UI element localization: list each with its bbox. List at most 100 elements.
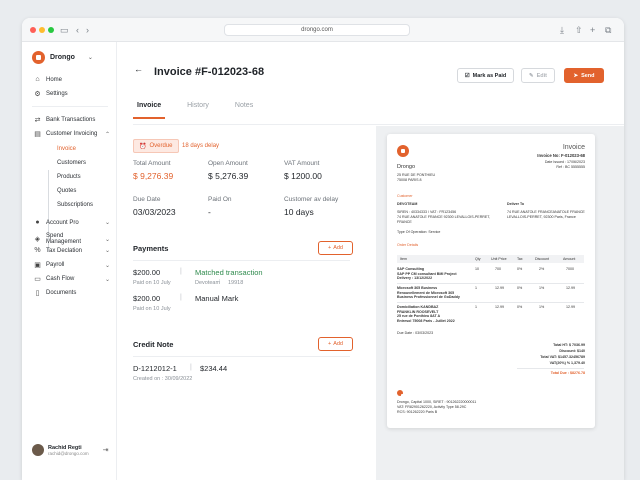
new-tab-icon[interactable]: +: [590, 25, 596, 35]
row-divider: [397, 283, 584, 284]
column-qty: Qty: [475, 257, 481, 261]
tab-invoice[interactable]: Invoice: [133, 102, 166, 119]
edit-button[interactable]: ✎ Edit: [521, 68, 555, 83]
sidebar-toggle-icon[interactable]: ▭: [60, 25, 69, 35]
invoice-company-address-2: 75008 PARIS 8: [397, 178, 422, 182]
avatar: [32, 444, 44, 456]
sidebar-item-account-pro[interactable]: ● Account Pro ⌄: [34, 219, 110, 226]
invoice-company-address-1: 25 RUE DE PONTHIEU: [397, 173, 436, 177]
sidebar-item-label: Spend Management: [45, 233, 82, 245]
sidebar-item-spend-management[interactable]: ◈ Spend Management ⌄: [34, 233, 110, 245]
back-arrow-icon[interactable]: ←: [134, 64, 143, 74]
workspace-switcher[interactable]: Drongo ⌄: [32, 51, 93, 64]
maximize-window-dot[interactable]: [48, 27, 54, 33]
order-details-label: Order Details: [397, 243, 419, 247]
pipe-separator: |: [180, 268, 182, 275]
column-tax: Tax: [517, 257, 523, 261]
sidebar-item-home[interactable]: ⌂ Home: [34, 76, 110, 83]
cash-flow-icon: ▭: [34, 276, 41, 283]
footer-line-3: RCS: 901262220 Paris B: [397, 410, 438, 414]
due-date-label: Due Date: [133, 196, 161, 203]
tabs-overview-icon[interactable]: ⧉: [605, 25, 612, 35]
app-window: ▭ ‹ › drongo.com ⤓ ⇧ + ⧉ Drongo ⌄ ⌂ Home …: [22, 18, 624, 480]
totals-divider: [517, 368, 584, 369]
credit-note-amount: $234.44: [200, 364, 228, 373]
payment-reference: 19918: [228, 280, 244, 286]
transfer-icon: ⇄: [34, 117, 41, 124]
close-window-dot[interactable]: [30, 27, 36, 33]
item-unit-price: 12.99: [495, 286, 504, 290]
deliver-address: 74 RUE ANATOLE FRANCEANATOLE FRANCE LEVA…: [507, 210, 585, 219]
sidebar-item-documents[interactable]: ▯ Documents: [34, 289, 110, 297]
total-discount: Discount: $140: [559, 349, 585, 353]
add-payment-button[interactable]: + Add: [318, 241, 353, 255]
button-label: Add: [333, 245, 343, 251]
brand-name: Drongo: [50, 54, 75, 61]
item-qty: 1: [475, 286, 477, 290]
tab-history[interactable]: History: [187, 102, 209, 109]
minimize-window-dot[interactable]: [39, 27, 45, 33]
item-qty: 10: [475, 267, 479, 271]
pipe-separator: |: [219, 279, 221, 285]
customer-ids: SIREN : 40334333 / VAT : FR123456: [397, 210, 457, 214]
sidebar-subitem-subscriptions[interactable]: Subscriptions: [57, 202, 94, 208]
sidebar-item-label: Tax Declation: [46, 247, 83, 254]
sidebar-subitem-products[interactable]: Products: [57, 174, 81, 180]
paid-on-value: -: [208, 207, 211, 217]
chevron-down-icon: ⌄: [104, 220, 110, 226]
user-profile[interactable]: Rachid Regti rachid@drongo.com ⇥: [32, 444, 108, 456]
sidebar-item-label: Customer Invoicing: [46, 131, 98, 137]
item-amount: 12.99: [566, 286, 575, 290]
send-button[interactable]: ➤ Send: [564, 68, 604, 83]
chevron-down-icon: ⌄: [104, 276, 110, 283]
download-icon[interactable]: ⤓: [560, 25, 564, 35]
home-icon: ⌂: [35, 76, 40, 83]
user-icon: ●: [35, 219, 40, 226]
sidebar-item-tax-declaration[interactable]: % Tax Declation ⌄: [34, 247, 110, 254]
credit-note-id[interactable]: D-1212012-1: [133, 364, 177, 373]
send-icon: ➤: [573, 72, 579, 79]
share-icon[interactable]: ⇧: [575, 25, 583, 35]
payment-counterparty: Devoteam: [195, 280, 221, 286]
payments-title: Payments: [133, 244, 169, 253]
sidebar-item-settings[interactable]: ⚙ Settings: [34, 90, 110, 98]
item-amount: 7000: [566, 267, 574, 271]
address-bar[interactable]: drongo.com: [224, 24, 410, 36]
sidebar-item-payroll[interactable]: ▣ Payroll ⌄: [34, 261, 110, 269]
add-credit-note-button[interactable]: + Add: [318, 337, 353, 351]
item-discount: 1%: [539, 286, 545, 290]
sidebar-subitem-invoice[interactable]: Invoice: [57, 146, 77, 152]
total-amount-value: $ 9,276.39: [133, 171, 174, 181]
column-item: Item: [400, 257, 407, 261]
mark-as-paid-button[interactable]: ☑ Mark as Paid: [457, 68, 514, 83]
tab-notes[interactable]: Notes: [234, 102, 254, 109]
column-discount: Discount: [535, 257, 549, 261]
row-divider: [397, 302, 584, 303]
button-label: Add: [333, 341, 343, 347]
sidebar-item-cash-flow[interactable]: ▭ Cash Flow ⌄: [34, 275, 110, 283]
sidebar-item-label: Payroll: [46, 262, 65, 268]
page-title: Invoice #F-012023-68: [154, 66, 265, 78]
payment-description[interactable]: Matched transaction: [195, 268, 263, 277]
user-name: Rachid Regti: [48, 444, 82, 451]
logout-icon[interactable]: ⇥: [102, 447, 109, 454]
item-discount: 1%: [539, 305, 545, 309]
wallet-icon: ◈: [34, 236, 41, 243]
item-tax: 0%: [517, 305, 523, 309]
sidebar-item-bank-transactions[interactable]: ⇄ Bank Transactions: [34, 116, 110, 124]
sidebar-subitem-quotes[interactable]: Quotes: [57, 188, 77, 194]
tab-bar: Invoice History Notes: [133, 102, 257, 119]
total-amount-label: Total Amount: [133, 160, 171, 167]
plus-icon: +: [327, 245, 332, 251]
payment-date: Paid on 10 July: [133, 306, 171, 312]
user-info: Rachid Regti rachid@drongo.com: [48, 445, 89, 456]
main-content: ← Invoice #F-012023-68 ☑ Mark as Paid ✎ Ed…: [118, 42, 624, 480]
sidebar-item-label: Bank Transactions: [46, 117, 96, 123]
vat-amount-label: VAT Amount: [284, 160, 320, 167]
back-nav-icon[interactable]: ‹: [76, 25, 79, 35]
sidebar-item-customer-invoicing[interactable]: ▤ Customer Invoicing ⌃: [34, 130, 110, 138]
sidebar-subitem-customers[interactable]: Customers: [57, 160, 87, 166]
items-table-header: [397, 255, 584, 263]
edit-icon: ✎: [529, 72, 534, 79]
forward-nav-icon[interactable]: ›: [86, 25, 89, 35]
